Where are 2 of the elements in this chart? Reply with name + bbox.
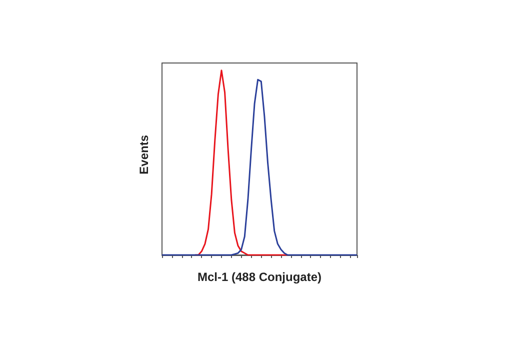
y-axis-title: Events [137, 134, 151, 174]
x-axis-title: Mcl-1 (488 Conjugate) [197, 270, 322, 284]
